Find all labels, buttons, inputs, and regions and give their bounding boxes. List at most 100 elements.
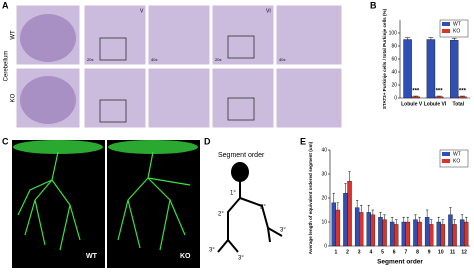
- x-tick-label: 1: [334, 249, 337, 255]
- legend-swatch: [442, 159, 450, 163]
- segment-diagram: [217, 162, 283, 253]
- magnification: 20x: [215, 57, 221, 62]
- x-tick-label: Total: [453, 101, 465, 107]
- image-label: WT: [86, 253, 98, 260]
- error-bar: [437, 216, 441, 222]
- y-tick-label: 10: [321, 219, 327, 225]
- bar: [464, 221, 469, 247]
- panel-label: A: [2, 0, 9, 10]
- side-label: Cerebellum: [4, 51, 10, 82]
- bar: [417, 221, 422, 247]
- bar: [440, 224, 446, 247]
- bar: [366, 212, 371, 247]
- panel-label: B: [370, 0, 377, 10]
- row-label: WT: [11, 30, 17, 40]
- error-bar: [429, 219, 433, 225]
- bar: [436, 221, 441, 247]
- bar: [424, 217, 430, 247]
- y-tick-label: 20: [391, 82, 397, 88]
- legend-label: WT: [453, 21, 461, 27]
- error-bar: [371, 209, 375, 215]
- error-bar: [355, 200, 359, 208]
- y-tick-label: 20: [321, 195, 327, 201]
- panel-label: C: [2, 136, 9, 146]
- diagram-title: Segment order: [218, 152, 265, 159]
- error-bar: [460, 214, 464, 220]
- lobule-label: VI: [266, 8, 271, 14]
- error-bar: [436, 95, 442, 97]
- bar: [450, 40, 459, 99]
- error-bar: [451, 37, 457, 41]
- legend-swatch: [442, 22, 450, 26]
- error-bar: [453, 219, 456, 225]
- panel-label: E: [300, 136, 306, 146]
- bar: [448, 214, 453, 247]
- error-bar: [336, 202, 340, 210]
- bar: [382, 219, 387, 247]
- panel-c-images: [12, 140, 200, 268]
- x-tick-label: 12: [461, 249, 467, 255]
- bar: [370, 214, 376, 247]
- bar: [343, 193, 348, 247]
- bar: [335, 209, 341, 247]
- error-bar: [367, 204, 371, 213]
- y-tick-label: 40: [321, 147, 327, 153]
- order-label: 1°: [230, 191, 236, 197]
- bar: [389, 221, 395, 247]
- x-tick-label: 8: [416, 249, 419, 255]
- error-bar: [425, 209, 429, 218]
- x-tick-label: Lobule VI: [424, 101, 447, 107]
- x-tick-label: 9: [428, 249, 431, 255]
- error-bar: [459, 95, 465, 97]
- error-bar: [441, 219, 445, 225]
- x-tick-label: 5: [381, 249, 384, 255]
- error-bar: [428, 37, 434, 40]
- error-bar: [414, 214, 417, 220]
- bar: [434, 96, 444, 99]
- image-label: KO: [180, 253, 191, 260]
- y-tick-label: 100: [389, 30, 398, 36]
- error-bar: [390, 216, 394, 222]
- bar: [413, 219, 418, 247]
- y-tick-label: 60: [391, 56, 397, 62]
- error-bar: [332, 192, 336, 203]
- magnification: 20x: [87, 57, 93, 62]
- x-tick-label: 2: [346, 249, 349, 255]
- error-bar: [405, 37, 411, 40]
- legend-label: KO: [453, 28, 460, 34]
- error-bar: [348, 171, 351, 182]
- bar: [429, 224, 434, 247]
- bar: [347, 181, 352, 247]
- order-label: 3°: [280, 228, 286, 234]
- bar: [378, 217, 383, 247]
- lobule-label: V: [140, 8, 144, 14]
- bar: [426, 39, 436, 99]
- error-bar: [394, 219, 398, 225]
- order-label: 3°: [209, 248, 215, 254]
- magnification: 40x: [279, 57, 285, 62]
- error-bar: [418, 216, 421, 222]
- row-label: KO: [11, 93, 17, 102]
- bar: [459, 219, 465, 247]
- bar: [331, 202, 336, 247]
- bar: [354, 207, 360, 247]
- order-label: 3°: [238, 256, 244, 262]
- x-tick-label: 6: [393, 249, 396, 255]
- panel-a-images: [15, 4, 343, 129]
- x-tick-label: Lobule V: [401, 101, 423, 107]
- significance: ***: [436, 88, 444, 94]
- x-tick-label: 4: [369, 249, 372, 255]
- y-tick-label: 30: [321, 171, 327, 177]
- error-bar: [413, 95, 419, 97]
- bar: [458, 96, 467, 99]
- x-tick-label: 11: [450, 249, 456, 255]
- y-tick-label: 0: [394, 95, 397, 101]
- y-axis-label: STAT3+ Purkinje cells / total Purkinje c…: [382, 8, 387, 109]
- error-bar: [383, 214, 386, 220]
- legend-label: WT: [453, 151, 461, 157]
- bar: [405, 221, 411, 247]
- bar: [401, 221, 406, 247]
- error-bar: [344, 183, 347, 194]
- x-tick-label: 10: [438, 249, 444, 255]
